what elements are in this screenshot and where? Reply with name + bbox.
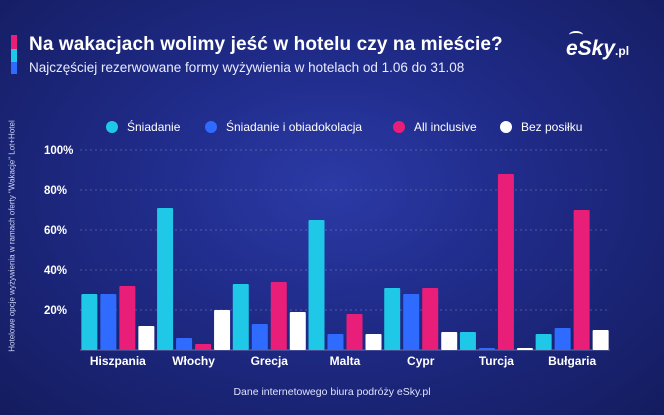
x-tick-label: Cypr: [407, 354, 435, 368]
bar: [100, 294, 117, 350]
accent-bar-pink: [11, 35, 17, 49]
bar: [232, 284, 249, 350]
legend-label-obiadokolacja: Śniadanie i obiadokolacja: [226, 120, 363, 134]
bar: [195, 344, 212, 350]
x-tick-label: Włochy: [172, 354, 215, 368]
bar: [176, 338, 193, 350]
legend-item-all-inclusive: All inclusive: [393, 120, 477, 134]
bar: [441, 332, 458, 350]
legend-label-bez-posilku: Bez posiłku: [521, 120, 583, 134]
y-tick-label: 20%: [44, 305, 67, 317]
y-tick-label: 60%: [44, 225, 67, 237]
bar: [214, 310, 231, 350]
esky-logo: eSky.pl: [566, 31, 630, 61]
bar: [422, 288, 439, 350]
bar: [327, 334, 344, 350]
legend-label-all-inclusive: All inclusive: [414, 120, 477, 134]
x-tick-label: Malta: [330, 354, 361, 368]
bar: [346, 314, 363, 350]
bar: [138, 326, 155, 350]
y-tick-label: 100%: [44, 145, 73, 157]
bar: [554, 328, 571, 350]
accent-bar-blue: [11, 62, 17, 74]
chart-subtitle: Najczęściej rezerwowane formy wyżywienia…: [29, 60, 465, 75]
bar: [478, 348, 495, 350]
logo-wave-icon: [569, 31, 583, 39]
bar: [365, 334, 382, 350]
bar: [157, 208, 174, 350]
bar: [516, 348, 533, 350]
bar: [459, 332, 476, 350]
bar: [384, 288, 401, 350]
bar: [289, 312, 306, 350]
bar: [592, 330, 609, 350]
x-tick-label: Bułgaria: [548, 354, 596, 368]
logo-text: eSky: [566, 37, 616, 60]
x-tick-label: Grecja: [251, 354, 289, 368]
bar: [251, 324, 268, 350]
chart-title: Na wakacjach wolimy jeść w hotelu czy na…: [29, 34, 503, 55]
y-tick-label: 80%: [44, 185, 67, 197]
legend-item-obiadokolacja: Śniadanie i obiadokolacja: [205, 120, 362, 134]
legend-swatch-all-inclusive: [393, 121, 405, 133]
bar: [270, 282, 287, 350]
source-footer: Dane internetowego biura podróży eSky.pl: [233, 386, 431, 398]
legend-item-sniadanie: Śniadanie: [106, 120, 180, 134]
bar: [81, 294, 98, 350]
accent-bar-cyan: [11, 49, 17, 62]
x-tick-label: Turcja: [479, 354, 514, 368]
y-tick-label: 40%: [44, 265, 67, 277]
legend-swatch-obiadokolacja: [205, 121, 217, 133]
bar: [403, 294, 420, 350]
x-tick-label: Hiszpania: [90, 354, 146, 368]
bar: [535, 334, 552, 350]
bar: [119, 286, 136, 350]
legend-swatch-bez-posilku: [500, 121, 512, 133]
bar: [573, 210, 590, 350]
bar: [308, 220, 325, 350]
legend-label-sniadanie: Śniadanie: [127, 120, 181, 134]
legend-item-bez-posilku: Bez posiłku: [500, 120, 582, 134]
logo-suffix: .pl: [615, 44, 630, 58]
bar: [497, 174, 514, 350]
legend-swatch-sniadanie: [106, 121, 118, 133]
